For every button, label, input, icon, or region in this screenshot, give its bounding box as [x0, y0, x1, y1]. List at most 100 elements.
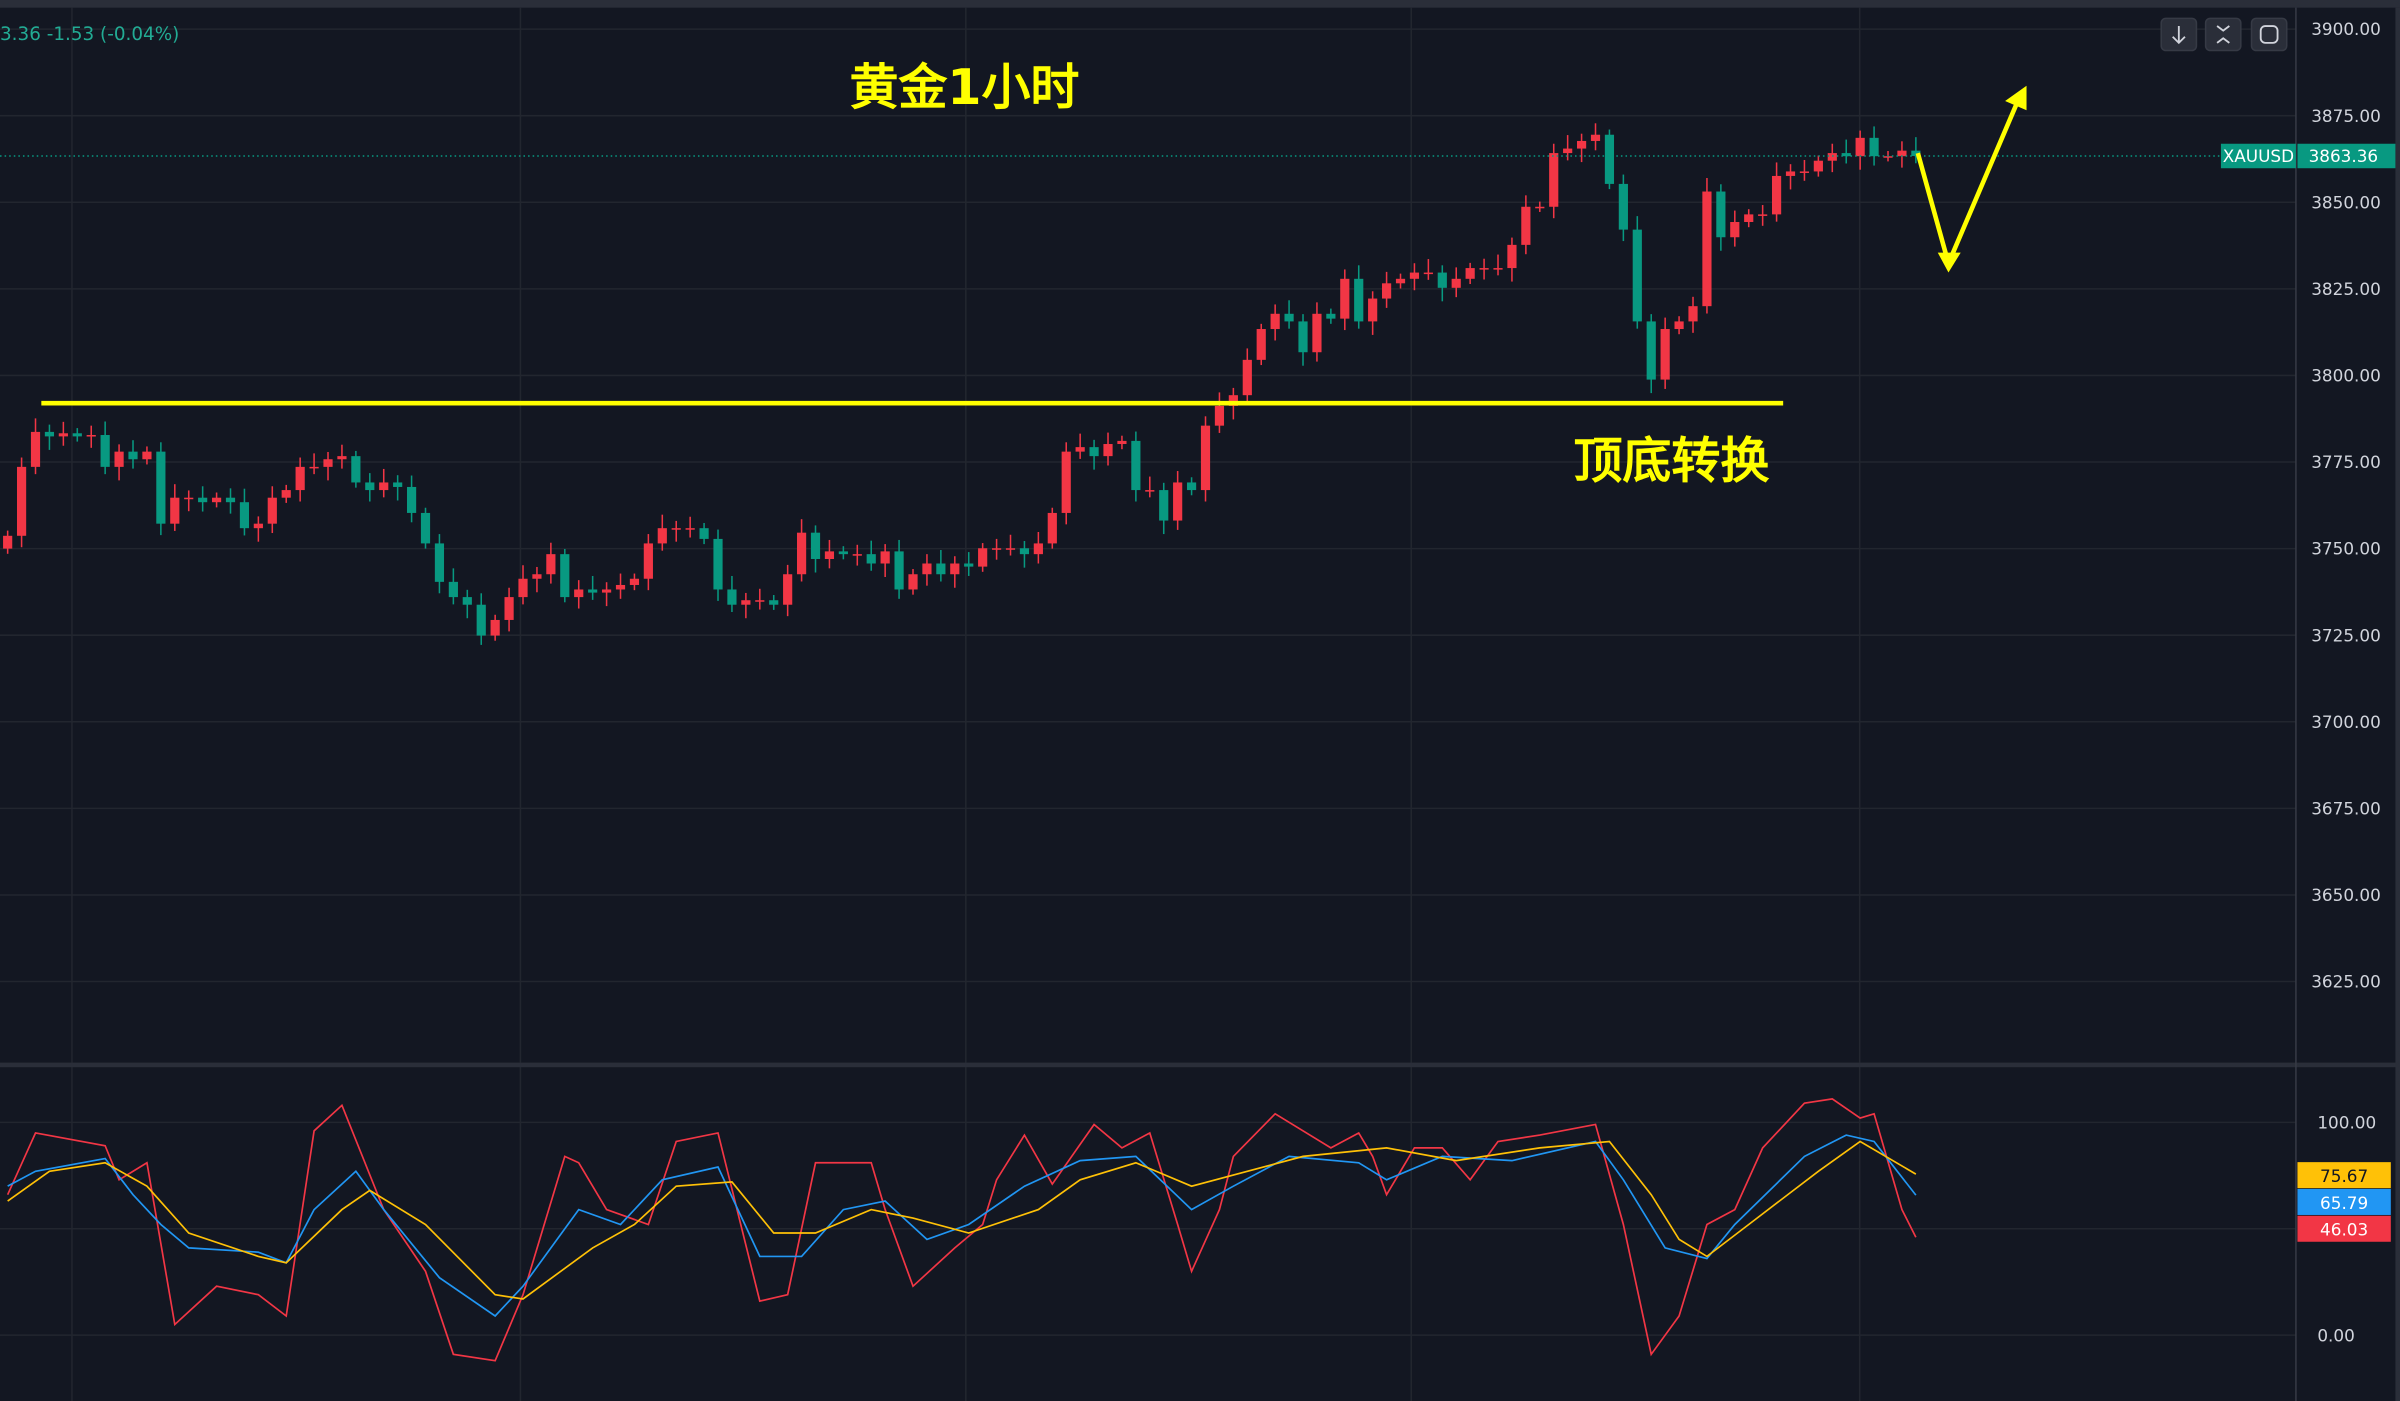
candle-body: [86, 435, 96, 437]
candle: [323, 451, 333, 481]
candle: [253, 516, 263, 542]
candle: [490, 614, 500, 641]
candle-body: [1173, 482, 1183, 521]
candle: [880, 544, 890, 578]
candle: [991, 538, 1002, 560]
candle: [1507, 237, 1517, 282]
candle-body: [1730, 222, 1740, 238]
candle-body: [922, 563, 932, 575]
candle: [1771, 162, 1782, 222]
candle-body: [741, 600, 751, 605]
candle-body: [16, 466, 27, 536]
candle-body: [1423, 272, 1433, 275]
price-axis[interactable]: 3900.00 3875.00 3850.00 3825.00 3800.00 3775.…: [2311, 19, 2381, 991]
arrow-down-button[interactable]: [2160, 17, 2198, 52]
candle: [1451, 267, 1461, 298]
candle-body: [755, 600, 765, 602]
candle: [824, 539, 835, 569]
candle: [406, 475, 417, 523]
candle: [1799, 160, 1810, 181]
candle: [796, 519, 807, 582]
candle-body: [588, 589, 598, 593]
candle: [1827, 143, 1837, 173]
candle-body: [281, 490, 291, 498]
candle-body: [671, 528, 681, 530]
candle: [810, 525, 821, 573]
candle-body: [1535, 206, 1545, 209]
candle: [838, 546, 848, 560]
collapse-icon: [2216, 25, 2230, 44]
candle-body: [351, 456, 361, 483]
forecast-arrow-icon[interactable]: [1915, 85, 2027, 273]
candle-body: [727, 589, 737, 605]
candle-body: [1451, 278, 1461, 288]
candle: [114, 444, 124, 481]
candle: [1270, 304, 1280, 341]
pane-separator[interactable]: [0, 1062, 2400, 1068]
candle: [365, 473, 375, 502]
oscillator-series-line: [7, 1140, 1917, 1300]
candle: [1535, 201, 1545, 212]
candle-body: [504, 597, 514, 620]
candle-body: [72, 433, 82, 437]
price-tick-label: 3700.00: [2311, 712, 2381, 732]
candle: [964, 552, 974, 576]
candle-body: [1326, 313, 1336, 319]
candle-body: [1381, 283, 1392, 299]
candle: [72, 428, 82, 442]
candle: [1855, 130, 1865, 170]
candle: [1368, 291, 1378, 335]
candle-body: [1465, 268, 1475, 279]
candle-body: [1228, 395, 1238, 406]
candle: [1256, 323, 1266, 366]
candle: [1730, 210, 1740, 247]
candle: [462, 589, 472, 619]
price-tick-label: 3850.00: [2311, 192, 2381, 212]
candle-body: [560, 554, 570, 598]
collapse-button[interactable]: [2204, 17, 2242, 52]
oscillator-value: 75.67: [2320, 1166, 2368, 1186]
fullscreen-button[interactable]: [2250, 17, 2288, 52]
candle: [1089, 439, 1099, 470]
candle: [1604, 129, 1615, 190]
candle: [741, 592, 751, 619]
candle: [1702, 178, 1712, 314]
candle: [643, 534, 653, 591]
candle-body: [1841, 153, 1851, 157]
oscillator-axis[interactable]: 100.00 0.00 75.67 65.79 46.03: [2297, 1112, 2391, 1345]
candle: [379, 468, 389, 498]
oscillator-value-badge: 75.67: [2297, 1162, 2391, 1189]
candle-body: [783, 574, 793, 605]
candle-body: [1117, 440, 1127, 445]
candle-body: [1618, 183, 1628, 230]
candle: [1242, 348, 1252, 405]
candle-body: [1576, 140, 1587, 149]
candle-body: [393, 482, 403, 487]
arrow-down-icon: [2172, 26, 2186, 45]
candle: [30, 418, 41, 475]
oscillator-series-line: [6, 1098, 1917, 1362]
candle-body: [1758, 214, 1768, 216]
candle-body: [1437, 272, 1447, 288]
candle-body: [100, 435, 110, 467]
candle: [1409, 263, 1420, 291]
candle: [1563, 135, 1573, 161]
candle-body: [1493, 268, 1503, 270]
candle-body: [420, 512, 431, 544]
candle-body: [950, 563, 960, 575]
price-tick-label: 3725.00: [2311, 625, 2381, 645]
candle-body: [1033, 543, 1043, 555]
candle: [1047, 507, 1057, 549]
oscillator-tick-label: 100.00: [2317, 1112, 2376, 1132]
candle: [1479, 258, 1489, 280]
candle-body: [448, 581, 458, 598]
right-border: [2395, 7, 2400, 1401]
candle: [671, 520, 681, 542]
candle-body: [810, 532, 821, 560]
candle: [1911, 137, 1921, 164]
candle: [894, 539, 904, 599]
candle-body: [657, 528, 667, 544]
candle-body: [1479, 268, 1489, 270]
candle: [86, 425, 96, 448]
